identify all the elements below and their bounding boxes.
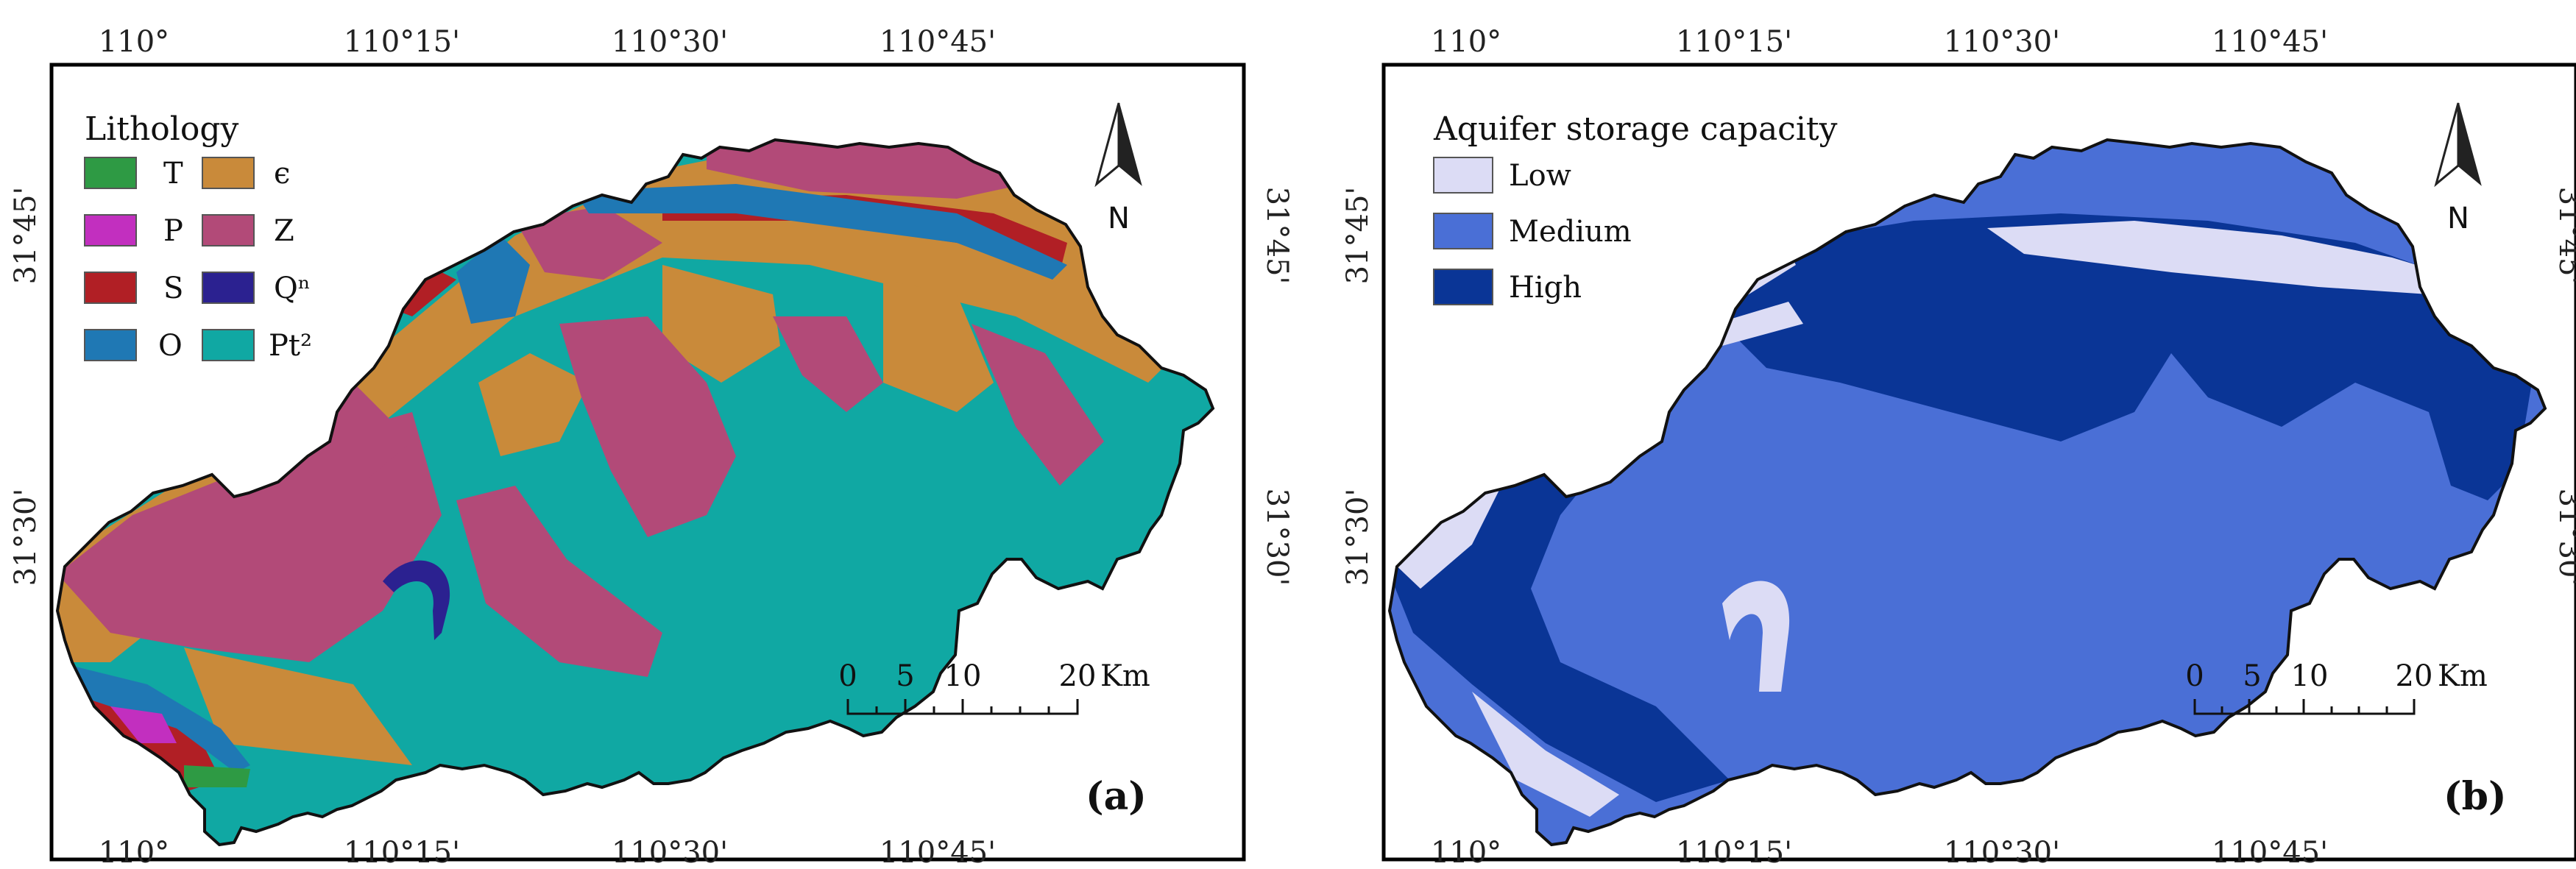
scale-tick-label: 5 bbox=[2243, 659, 2261, 693]
unit-Z bbox=[559, 316, 736, 537]
top-tick-label: 110° bbox=[1431, 25, 1501, 59]
unit-Qn bbox=[383, 560, 450, 640]
legend-label: S bbox=[163, 272, 183, 305]
unit-O bbox=[456, 235, 530, 324]
legend-label: T bbox=[163, 157, 183, 191]
zone-low bbox=[1715, 302, 1803, 346]
top-tick-label: 110°15' bbox=[1676, 25, 1792, 59]
top-tick-label: 110°30' bbox=[612, 25, 728, 59]
legend-swatch-Qn bbox=[202, 272, 255, 304]
unit-cambrian bbox=[478, 353, 589, 456]
bottom-tick-label: 110°45' bbox=[880, 836, 996, 869]
panel-label-a: (a) bbox=[1086, 774, 1147, 819]
top-tick-label: 110°45' bbox=[880, 25, 996, 59]
unit-Z bbox=[515, 206, 662, 280]
unit-cambrian bbox=[184, 648, 412, 765]
unit-Z bbox=[707, 140, 1060, 199]
unit-P bbox=[110, 706, 177, 743]
zone-low bbox=[1390, 471, 1509, 589]
left-tick-label: 31°45' bbox=[1341, 187, 1375, 285]
legend-label: O bbox=[158, 329, 183, 363]
legend-swatch-low bbox=[1433, 157, 1493, 194]
legend-label: High bbox=[1509, 271, 1582, 305]
legend-swatch-cambrian bbox=[202, 157, 255, 189]
top-tick-label: 110°45' bbox=[2212, 25, 2328, 59]
legend-swatch-high bbox=[1433, 269, 1493, 305]
north-label: N bbox=[1108, 202, 1130, 235]
scale-bar-line bbox=[846, 699, 1079, 715]
left-tick-label: 31°30' bbox=[9, 489, 43, 586]
unit-Z bbox=[972, 324, 1104, 486]
legend-swatch-Pt2 bbox=[202, 329, 255, 361]
right-tick-label: 31°30' bbox=[1260, 489, 1294, 586]
left-tick-label: 31°30' bbox=[1341, 489, 1375, 586]
legend-title: Aquifer storage capacity bbox=[1433, 110, 1838, 148]
legend-swatch-Z bbox=[202, 214, 255, 246]
unit-cambrian bbox=[57, 140, 1178, 662]
legend-label: P bbox=[163, 214, 183, 248]
panel-label-b: (b) bbox=[2444, 774, 2507, 819]
panel-a-lithology-map: 110° 110°15' 110°30' 110°45' 110° 110°15… bbox=[9, 25, 1294, 869]
scale-tick-label: 0 bbox=[838, 659, 857, 693]
right-tick-label: 31°45' bbox=[1260, 187, 1294, 285]
zone-low bbox=[1722, 581, 1790, 692]
right-tick-label: 31°45' bbox=[2552, 187, 2576, 285]
panel-b-aquifer-map: 110° 110°15' 110°30' 110°45' 110° 110°15… bbox=[1341, 25, 2576, 869]
legend-swatch-S bbox=[84, 272, 137, 304]
scale-bar-line bbox=[2193, 699, 2416, 715]
legend-label: Pt² bbox=[269, 329, 312, 363]
bottom-tick-label: 110°15' bbox=[1676, 836, 1792, 869]
unit-cambrian bbox=[662, 265, 780, 383]
north-arrow-a: N bbox=[1094, 102, 1142, 235]
lithology-legend: Lithology T ϵ P Z S Qⁿ O Pt² bbox=[84, 110, 312, 363]
scale-tick-label: 20 bbox=[1059, 659, 1097, 693]
bottom-tick-label: 110°45' bbox=[2212, 836, 2328, 869]
scale-unit: Km bbox=[2438, 659, 2488, 693]
bottom-tick-label: 110°30' bbox=[612, 836, 728, 869]
legend-swatch-T bbox=[84, 157, 137, 189]
legend-label: Low bbox=[1509, 159, 1571, 193]
legend-label: Qⁿ bbox=[274, 272, 311, 305]
legend-swatch-O bbox=[84, 329, 137, 361]
north-arrow-b: N bbox=[2434, 102, 2482, 235]
unit-T bbox=[184, 765, 250, 787]
scale-unit: Km bbox=[1100, 659, 1150, 693]
north-arrow-icon bbox=[2458, 102, 2482, 186]
scale-tick-label: 5 bbox=[896, 659, 914, 693]
legend-swatch-medium bbox=[1433, 213, 1493, 249]
legend-title: Lithology bbox=[85, 110, 239, 148]
legend-label: Medium bbox=[1509, 215, 1632, 249]
bottom-tick-label: 110° bbox=[99, 836, 169, 869]
right-tick-label: 31°30' bbox=[2552, 489, 2576, 586]
unit-Z bbox=[773, 316, 883, 412]
bottom-tick-label: 110° bbox=[1431, 836, 1501, 869]
top-tick-label: 110°15' bbox=[344, 25, 460, 59]
north-label: N bbox=[2447, 202, 2469, 235]
top-tick-label: 110° bbox=[99, 25, 169, 59]
scale-tick-label: 10 bbox=[2291, 659, 2329, 693]
top-tick-label: 110°30' bbox=[1944, 25, 2060, 59]
zone-low bbox=[1987, 221, 2466, 294]
zone-low bbox=[1472, 692, 1619, 817]
unit-cambrian bbox=[883, 280, 994, 412]
scale-tick-label: 10 bbox=[944, 659, 982, 693]
scale-tick-label: 20 bbox=[2396, 659, 2433, 693]
bottom-tick-label: 110°30' bbox=[1944, 836, 2060, 869]
scale-bar-b: 0 5 10 20 Km bbox=[2185, 659, 2488, 715]
legend-label: Z bbox=[274, 214, 294, 248]
left-tick-label: 31°45' bbox=[9, 187, 43, 285]
aquifer-legend: Aquifer storage capacity Low Medium High bbox=[1433, 110, 1838, 305]
scale-bar-a: 0 5 10 20 Km bbox=[838, 659, 1150, 715]
unit-O bbox=[574, 184, 1067, 280]
north-arrow-icon bbox=[1118, 102, 1142, 186]
legend-swatch-P bbox=[84, 214, 137, 246]
unit-Z bbox=[456, 486, 662, 677]
bottom-tick-label: 110°15' bbox=[344, 836, 460, 869]
scale-tick-label: 0 bbox=[2185, 659, 2204, 693]
legend-label: ϵ bbox=[274, 157, 290, 191]
